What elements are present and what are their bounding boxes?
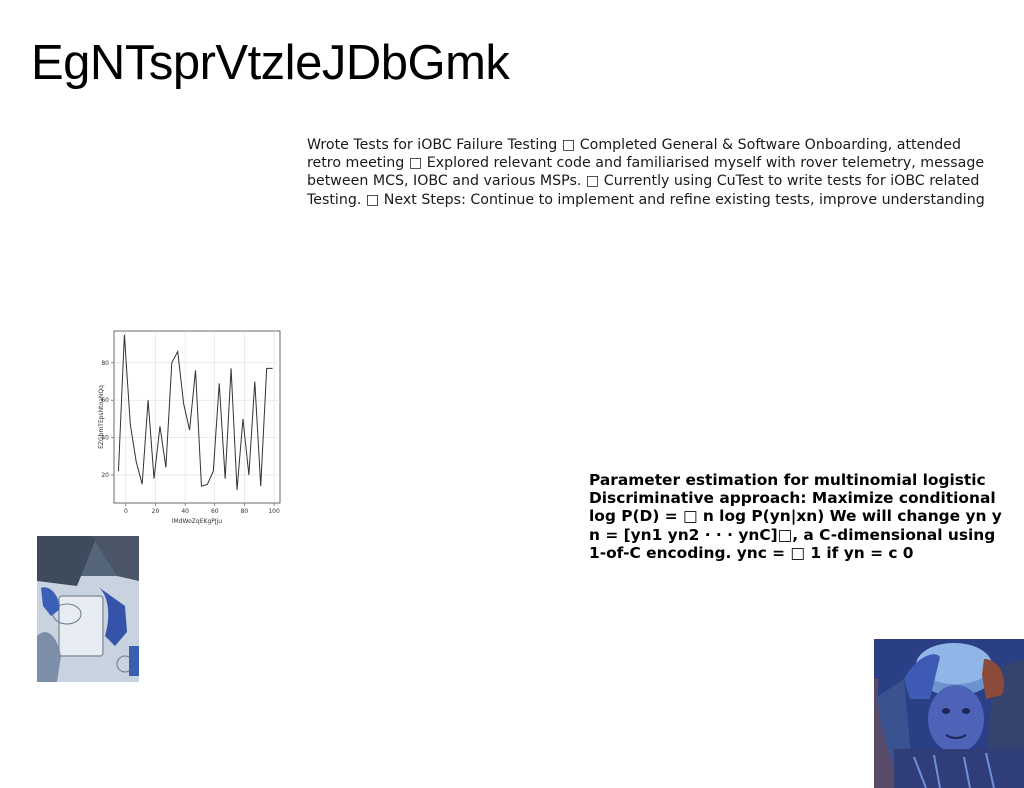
y-tick-label: 20: [101, 472, 109, 479]
y-tick-label: 80: [101, 360, 109, 367]
x-axis-label: lMdWoZqEKgPJju: [172, 518, 222, 525]
series-line: [117, 334, 273, 490]
x-tick-label: 80: [241, 508, 249, 515]
y-tick-label: 40: [101, 435, 109, 442]
plot-frame: [113, 330, 281, 504]
line-chart-svg: 0 20 40 60 80 100 20 40 60 80 lMdWoZqEKgPJju EZGb…: [98, 330, 281, 525]
x-tick-label: 100: [268, 508, 280, 515]
slide-title: EgNTsprVtzleJDbGmk: [31, 36, 510, 90]
x-tick-label: 0: [124, 508, 128, 515]
line-chart: 0 20 40 60 80 100 20 40 60 80 lMdWoZqEKgPJju EZGb…: [96, 325, 288, 534]
x-tick-label: 20: [152, 508, 160, 515]
photo-hands-tablet: [37, 536, 139, 682]
y-axis-label: EZGbmTEpsNtoaNQq: [98, 385, 105, 449]
body-text: Wrote Tests for iOBC Failure Testing □ C…: [307, 137, 985, 208]
x-tick-label: 40: [181, 508, 189, 515]
photo-person-blue: [874, 639, 1024, 788]
y-tick-label: 60: [101, 397, 109, 404]
side-text-block: Parameter estimation for multinomial log…: [589, 471, 1002, 562]
x-tick-label: 60: [211, 508, 219, 515]
